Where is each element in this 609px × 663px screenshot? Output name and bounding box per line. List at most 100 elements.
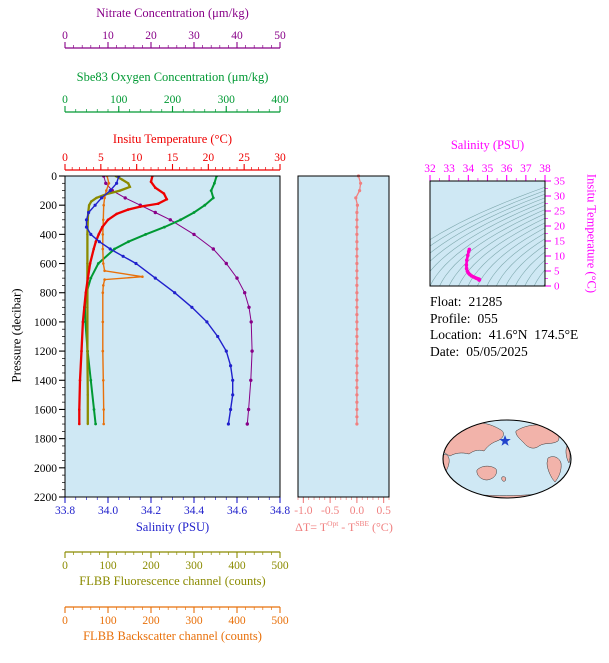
tick-label: 33.8 xyxy=(55,505,75,517)
tick-label: 20 xyxy=(554,221,566,233)
tick-label: 100 xyxy=(99,615,117,627)
backscatter-axis: 0 100 200 300 400 500 xyxy=(62,606,289,627)
float-info-date: Date: 05/05/2025 xyxy=(430,344,578,361)
ts-temperature-axis-title: Insitu Temperature (°C) xyxy=(584,173,599,294)
date-label: Date: xyxy=(430,343,460,359)
tick-label: 34.2 xyxy=(141,505,161,517)
tick-label: 800 xyxy=(40,288,58,300)
tick-label: 10 xyxy=(131,152,143,164)
density-contours xyxy=(430,186,545,286)
delta-t-title-sup-sbe: SBE xyxy=(355,519,370,528)
float-location-star xyxy=(499,435,511,446)
plot-borders xyxy=(64,175,546,498)
tick-label: 500 xyxy=(271,615,289,627)
ts-curve xyxy=(464,247,482,282)
tick-label: 20 xyxy=(203,152,215,164)
fluorescence-axis: 0 100 200 300 400 500 xyxy=(62,551,289,572)
tick-label: 1400 xyxy=(34,375,57,387)
backscatter-axis-title: FLBB Backscatter channel (counts) xyxy=(83,629,262,643)
tick-label: 100 xyxy=(99,560,117,572)
tick-label: 0 xyxy=(62,30,68,42)
tick-label: 1600 xyxy=(34,404,57,416)
tick-label: 100 xyxy=(110,94,128,106)
tick-label: 0 xyxy=(62,94,68,106)
tick-label: 15 xyxy=(167,152,179,164)
float-label: Float: xyxy=(430,294,462,309)
profile-salinity xyxy=(84,176,235,426)
tick-label: 34 xyxy=(463,163,475,175)
tick-label: 10 xyxy=(554,251,566,263)
tick-label: -1.0 xyxy=(294,505,312,517)
salinity-axis: 33.8 34.0 34.2 34.4 34.6 34.8 xyxy=(55,497,290,517)
tick-label: 15 xyxy=(554,236,566,248)
tick-label: 500 xyxy=(271,560,289,572)
tick-label: 5 xyxy=(554,266,560,278)
tick-label: 600 xyxy=(40,259,58,271)
tick-label: 0 xyxy=(62,615,68,627)
plot-backgrounds xyxy=(65,176,545,497)
tick-label: 25 xyxy=(238,152,250,164)
tick-label: 0.0 xyxy=(350,505,365,517)
tick-label: 400 xyxy=(40,229,58,241)
salinity-axis-title: Salinity (PSU) xyxy=(135,520,210,534)
temperature-axis: 0 5 10 15 20 25 30 xyxy=(62,152,286,171)
tick-label: 34.6 xyxy=(227,505,247,517)
tick-label: 0.5 xyxy=(376,505,391,517)
location-value: 41.6°N 174.5°E xyxy=(488,327,579,342)
tick-label: 300 xyxy=(218,94,236,106)
tick-label: 32 xyxy=(424,163,436,175)
tick-label: 400 xyxy=(228,615,246,627)
temperature-axis-title: Insitu Temperature (°C) xyxy=(112,132,233,146)
nitrate-axis-title: Nitrate Concentration (μm/kg) xyxy=(96,6,249,20)
tick-label: 400 xyxy=(228,560,246,572)
tick-label: 200 xyxy=(164,94,182,106)
ts-salinity-axis-title: Salinity (PSU) xyxy=(450,138,525,152)
tick-label: 0 xyxy=(554,281,560,293)
tick-label: 30 xyxy=(554,191,566,203)
location-label: Location: xyxy=(430,327,482,342)
delta-t-title-post: (°C) xyxy=(369,520,393,534)
oxygen-axis: 0 100 200 300 400 xyxy=(62,94,289,113)
tick-label: 30 xyxy=(188,30,200,42)
tick-label: 300 xyxy=(185,560,203,572)
tick-label: 37 xyxy=(520,163,532,175)
tick-label: 200 xyxy=(142,615,160,627)
float-value: 21285 xyxy=(468,294,503,309)
delta-t-title-pre: ΔT= T xyxy=(295,520,328,534)
float-info-profile: Profile: 055 xyxy=(430,311,578,328)
tick-label: 1200 xyxy=(34,346,57,358)
tick-label: 35 xyxy=(482,163,494,175)
tick-label: -0.5 xyxy=(321,505,339,517)
date-value: 05/05/2025 xyxy=(466,343,528,359)
tick-label: 33 xyxy=(443,163,455,175)
nitrate-axis: 0 10 20 30 40 50 xyxy=(62,30,286,49)
tick-label: 2200 xyxy=(34,492,57,504)
tick-label: 1800 xyxy=(34,434,57,446)
fluorescence-axis-title: FLBB Fluorescence channel (counts) xyxy=(79,574,266,588)
pressure-axis: 0 200 400 600 800 1000 1200 1400 1600 1800 2000 220… xyxy=(34,171,65,504)
tick-label: 1000 xyxy=(34,317,57,329)
tick-label: 200 xyxy=(142,560,160,572)
tick-label: 38 xyxy=(539,163,551,175)
tick-label: 20 xyxy=(145,30,157,42)
delta-t-profile xyxy=(354,174,363,426)
float-info-block: Float: 21285 Profile: 055 Location: 41.6°N … xyxy=(430,294,578,360)
delta-t-title-mid: - T xyxy=(338,520,356,534)
float-info-location: Location: 41.6°N 174.5°E xyxy=(430,327,578,344)
tick-label: 400 xyxy=(271,94,289,106)
tick-label: 0 xyxy=(62,560,68,572)
tick-label: 0 xyxy=(62,152,68,164)
profile-backscatter xyxy=(101,176,144,426)
tick-label: 2000 xyxy=(34,463,57,475)
pressure-axis-title: Pressure (decibar) xyxy=(8,288,24,383)
tick-label: 10 xyxy=(102,30,114,42)
tick-label: 200 xyxy=(40,200,58,212)
tick-label: 36 xyxy=(501,163,513,175)
ts-temperature-axis: 0 5 10 15 20 25 30 35 xyxy=(545,176,566,293)
delta-t-axis: -1.0 -0.5 0.0 0.5 xyxy=(294,497,391,517)
tick-label: 5 xyxy=(98,152,104,164)
delta-t-title-sup-opt: Opt xyxy=(327,519,339,528)
oxygen-axis-title: Sbe83 Oxygen Concentration (μm/kg) xyxy=(76,70,269,84)
